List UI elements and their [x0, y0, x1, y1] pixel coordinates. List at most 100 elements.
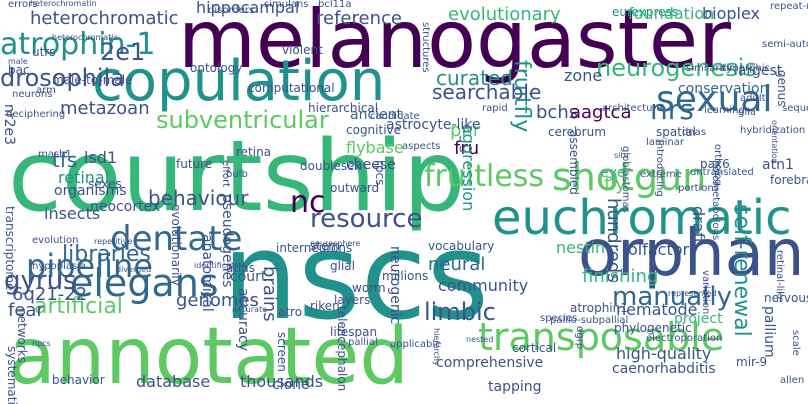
word-semi-automated: semi-automated: [762, 39, 808, 50]
word-tapping: tapping: [488, 379, 542, 395]
word-database: database: [136, 372, 211, 391]
word-utrs: utrs: [32, 45, 56, 59]
word-nervous: nervous: [764, 291, 808, 305]
word-spatial: spatial: [656, 125, 696, 139]
word-architecture: architecture: [602, 103, 663, 114]
word-future: future: [176, 157, 213, 171]
word-lifespan: lifespan: [330, 325, 378, 339]
word-allen: allen: [780, 375, 805, 386]
word-orphan: orphan: [578, 217, 805, 291]
word-flybase: flybase: [346, 138, 404, 157]
word-curated: curated: [436, 66, 513, 90]
word-melanogaster: melanogaster: [178, 0, 732, 86]
word-violent: violent: [282, 43, 323, 57]
word-simulans: simulans: [264, 0, 309, 10]
word-pallial: pallial: [348, 337, 378, 348]
word-disorders: disorders: [208, 5, 255, 16]
word-diverged: diverged: [116, 265, 152, 274]
word-millions: millions: [382, 269, 429, 283]
word-evolution: evolution: [32, 235, 79, 246]
word-rapid: rapid: [482, 103, 508, 114]
word-repetitive: repetitive: [94, 237, 133, 246]
word-largest: largest: [734, 63, 783, 79]
word-bioplex: bioplex: [702, 4, 761, 23]
word-dnas: dnas: [682, 127, 707, 138]
word-mir-9: mir-9: [736, 355, 768, 369]
word-untranslated: untranslated: [690, 167, 754, 178]
word-courtship: courtship: [8, 120, 466, 234]
word-zone: zone: [564, 66, 603, 85]
word-nc: nc: [290, 185, 326, 220]
word-high-quality: high-quality: [616, 344, 712, 363]
word-scale: scale: [790, 330, 801, 356]
word-nestin: nestin: [556, 238, 606, 257]
word-worm: worm: [352, 281, 386, 295]
word-aagtca: aagtca: [570, 102, 632, 123]
word-effort: effort: [220, 160, 231, 188]
word-aspects: aspects: [402, 141, 441, 152]
word-foundation: foundation: [628, 4, 715, 23]
word-laminar: laminar: [646, 137, 685, 148]
word-repeat-rich: repeat-rich: [770, 1, 808, 12]
word-neocortex: neocortex: [90, 199, 161, 215]
word-conservation: conservation: [678, 81, 769, 97]
word-project: project: [674, 311, 723, 327]
word-artificial: artificial: [34, 294, 123, 319]
word-computational: computational: [248, 81, 335, 95]
word-pallio-subpallial: pallio-subpallial: [550, 315, 629, 326]
word-hierarchy: hierarchy: [432, 328, 441, 366]
word-subventricular: subventricular: [156, 106, 329, 134]
word-candidate: candidate: [370, 111, 420, 122]
word-assembled: assembled: [567, 130, 581, 195]
word-elegans: elegans: [70, 261, 219, 305]
word-cognitive: cognitive: [346, 123, 402, 137]
word-draft: draft: [689, 206, 708, 245]
word-npcs: npcs: [32, 339, 51, 348]
word-glial: glial: [330, 259, 355, 273]
word-transcriptome: transcriptome: [3, 206, 17, 291]
word-copulation: copulation: [92, 49, 386, 114]
word-atro: atro: [278, 305, 303, 319]
word-finishing: finishing: [582, 266, 659, 287]
word-bac: bac: [8, 63, 30, 77]
word-neurosphere: neurosphere: [310, 239, 361, 248]
word-atrophin-1: atrophin-1: [0, 27, 156, 62]
word-identification: identification: [194, 261, 247, 270]
word-errors: errors: [8, 0, 38, 10]
word-glia: glia: [738, 107, 757, 118]
word-annotated: annotated: [8, 312, 409, 402]
word-transposable: transposable: [478, 315, 725, 359]
word-community: community: [438, 276, 529, 295]
word-hierarchical: hierarchical: [308, 101, 379, 115]
word-aggression: aggression: [459, 124, 478, 212]
word-hybridization: hybridization: [740, 125, 806, 136]
word-caenorhabditis: caenorhabditis: [612, 361, 716, 377]
word-shotgun: shotgun: [552, 155, 707, 199]
word-neurogenic: neurogenic: [387, 246, 403, 325]
word-insects: insects: [44, 204, 101, 223]
word-species: species: [540, 313, 578, 324]
word-fear: fear: [8, 300, 44, 321]
word-sexual: sexual: [656, 79, 773, 120]
word-cortical: cortical: [512, 341, 557, 355]
word-bulb: bulb: [226, 169, 248, 180]
word-retina: retina: [236, 145, 272, 159]
word-retinal: retinal: [58, 168, 110, 187]
word-dimorphic: dimorphic: [720, 63, 771, 74]
word-nscs: nscs: [222, 208, 490, 347]
word-similarity: similarity: [686, 63, 733, 74]
word-nematode: nematode: [616, 300, 698, 319]
word-tfs: tfs: [52, 148, 78, 172]
word-behavior: behavior: [52, 373, 105, 387]
word-nrs: nrs: [650, 93, 694, 126]
word-deciphering: deciphering: [6, 109, 66, 120]
word-heterochromatic-small: heterochromatic: [52, 33, 118, 42]
word-mash1: mash1: [38, 149, 72, 160]
word-evolutionarily: evolutionarily: [169, 204, 183, 286]
word-sexes: sexes: [88, 177, 122, 191]
word-learning: learning: [704, 105, 745, 116]
word-limbic: limbic: [424, 298, 496, 326]
word-hippocampal: hippocampal: [196, 0, 300, 17]
word-resource: resource: [310, 204, 423, 234]
word-arm: arm: [36, 85, 56, 96]
